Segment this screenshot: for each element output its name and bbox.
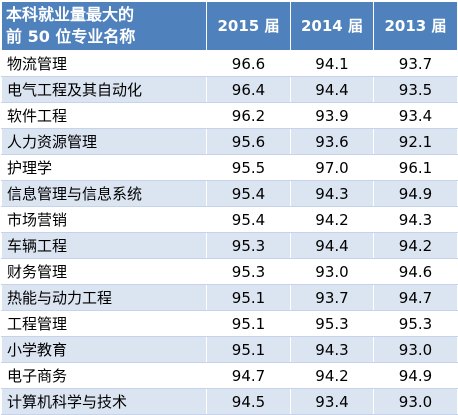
value-2014-cell: 97.0 <box>290 154 374 181</box>
value-2013-cell: 93.4 <box>373 102 458 129</box>
table-row: 小学教育 95.1 94.3 93.0 <box>1 336 458 363</box>
value-2013-cell: 93.5 <box>373 76 458 103</box>
major-name-cell: 电气工程及其自动化 <box>1 76 207 103</box>
major-name-cell: 电子商务 <box>1 362 207 389</box>
value-2014-cell: 94.1 <box>290 50 374 77</box>
major-name-cell: 护理学 <box>1 154 207 181</box>
table-row: 电子商务 94.7 94.2 94.9 <box>1 362 458 389</box>
value-2013-cell: 94.9 <box>373 180 458 207</box>
table-row: 人力资源管理 95.6 93.6 92.1 <box>1 128 458 155</box>
major-name-column-header: 本科就业量最大的 前 50 位专业名称 <box>1 1 207 51</box>
value-2015-cell: 96.4 <box>206 76 291 103</box>
table-row: 财务管理 95.3 93.0 94.6 <box>1 258 458 285</box>
value-2013-cell: 96.1 <box>373 154 458 181</box>
major-name-cell: 软件工程 <box>1 102 207 129</box>
value-2014-cell: 93.6 <box>290 128 374 155</box>
value-2015-cell: 95.3 <box>206 258 291 285</box>
value-2014-cell: 93.4 <box>290 388 374 415</box>
major-name-cell: 小学教育 <box>1 336 207 363</box>
table-row: 工程管理 95.1 95.3 95.3 <box>1 310 458 337</box>
value-2015-cell: 95.1 <box>206 336 291 363</box>
value-2015-cell: 96.6 <box>206 50 291 77</box>
major-name-cell: 人力资源管理 <box>1 128 207 155</box>
value-2013-cell: 94.9 <box>373 362 458 389</box>
value-2015-cell: 95.5 <box>206 154 291 181</box>
table-row: 护理学 95.5 97.0 96.1 <box>1 154 458 181</box>
major-name-cell: 财务管理 <box>1 258 207 285</box>
year-2013-header: 2013 届 <box>373 1 458 51</box>
value-2015-cell: 95.4 <box>206 206 291 233</box>
value-2014-cell: 94.2 <box>290 206 374 233</box>
value-2014-cell: 94.4 <box>290 76 374 103</box>
value-2013-cell: 94.2 <box>373 232 458 259</box>
header-row: 本科就业量最大的 前 50 位专业名称 2015 届 2014 届 2013 届 <box>1 1 458 51</box>
table-row: 信息管理与信息系统 95.4 94.3 94.9 <box>1 180 458 207</box>
value-2013-cell: 93.0 <box>373 336 458 363</box>
value-2013-cell: 93.0 <box>373 388 458 415</box>
major-name-cell: 计算机科学与技术 <box>1 388 207 415</box>
major-name-cell: 热能与动力工程 <box>1 284 207 311</box>
value-2015-cell: 95.3 <box>206 232 291 259</box>
table-row: 市场营销 95.4 94.2 94.3 <box>1 206 458 233</box>
major-name-cell: 物流管理 <box>1 50 207 77</box>
value-2013-cell: 95.3 <box>373 310 458 337</box>
header-title-line2: 前 50 位专业名称 <box>6 27 136 46</box>
year-2014-header: 2014 届 <box>290 1 374 51</box>
value-2014-cell: 93.9 <box>290 102 374 129</box>
major-name-cell: 工程管理 <box>1 310 207 337</box>
value-2015-cell: 95.1 <box>206 310 291 337</box>
value-2013-cell: 94.7 <box>373 284 458 311</box>
table-row: 电气工程及其自动化 96.4 94.4 93.5 <box>1 76 458 103</box>
value-2015-cell: 94.7 <box>206 362 291 389</box>
value-2015-cell: 95.4 <box>206 180 291 207</box>
value-2015-cell: 95.6 <box>206 128 291 155</box>
table-row: 热能与动力工程 95.1 93.7 94.7 <box>1 284 458 311</box>
header-title-line1: 本科就业量最大的 <box>6 5 135 24</box>
table-row: 软件工程 96.2 93.9 93.4 <box>1 102 458 129</box>
value-2013-cell: 93.7 <box>373 50 458 77</box>
major-name-cell: 市场营销 <box>1 206 207 233</box>
value-2014-cell: 93.7 <box>290 284 374 311</box>
value-2014-cell: 94.3 <box>290 336 374 363</box>
value-2015-cell: 96.2 <box>206 102 291 129</box>
value-2014-cell: 95.3 <box>290 310 374 337</box>
major-name-cell: 车辆工程 <box>1 232 207 259</box>
table-row: 物流管理 96.6 94.1 93.7 <box>1 50 458 77</box>
table-header: 本科就业量最大的 前 50 位专业名称 2015 届 2014 届 2013 届 <box>1 1 458 51</box>
value-2013-cell: 92.1 <box>373 128 458 155</box>
value-2013-cell: 94.3 <box>373 206 458 233</box>
table-body: 物流管理 96.6 94.1 93.7 电气工程及其自动化 96.4 94.4 93.5 软件工… <box>1 50 458 415</box>
value-2014-cell: 94.4 <box>290 232 374 259</box>
major-name-cell: 信息管理与信息系统 <box>1 180 207 207</box>
value-2013-cell: 94.6 <box>373 258 458 285</box>
value-2014-cell: 93.0 <box>290 258 374 285</box>
value-2014-cell: 94.2 <box>290 362 374 389</box>
value-2015-cell: 95.1 <box>206 284 291 311</box>
value-2015-cell: 94.5 <box>206 388 291 415</box>
table-row: 车辆工程 95.3 94.4 94.2 <box>1 232 458 259</box>
table-row: 计算机科学与技术 94.5 93.4 93.0 <box>1 388 458 415</box>
year-2015-header: 2015 届 <box>206 1 291 51</box>
value-2014-cell: 94.3 <box>290 180 374 207</box>
